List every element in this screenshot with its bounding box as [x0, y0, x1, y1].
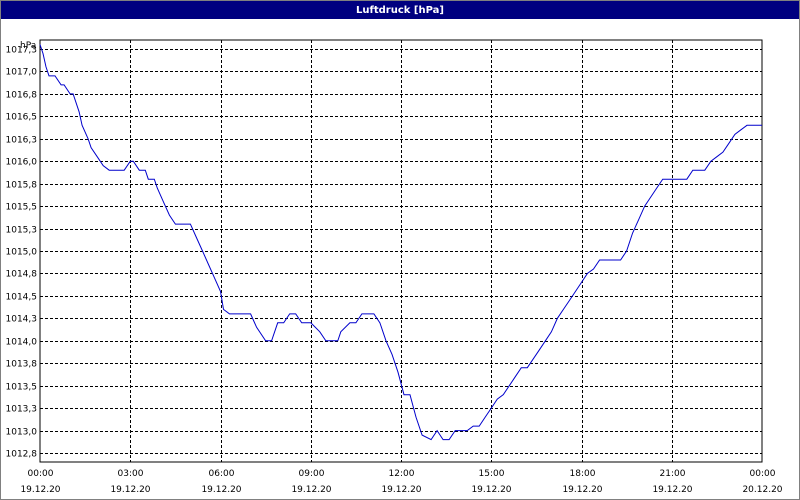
x-tick-time: 09:00 — [299, 469, 325, 479]
x-tick-date: 19.12.20 — [20, 485, 60, 495]
x-tick-date: 19.12.20 — [652, 485, 692, 495]
x-tick-time: 21:00 — [660, 469, 686, 479]
y-tick-label: 1017,3 — [6, 46, 38, 56]
y-tick-label: 1015,8 — [6, 181, 38, 191]
y-tick-label: 1013,8 — [6, 360, 38, 370]
x-tick-date: 19.12.20 — [381, 485, 421, 495]
x-tick-date: 19.12.20 — [110, 485, 150, 495]
x-tick-date: 19.12.20 — [291, 485, 331, 495]
x-tick-time: 00:00 — [28, 469, 54, 479]
y-tick-label: 1016,5 — [6, 113, 38, 123]
y-tick-label: 1013,5 — [6, 383, 38, 393]
y-tick-label: 1012,8 — [6, 450, 38, 460]
x-tick-date: 19.12.20 — [562, 485, 602, 495]
y-tick-label: 1013,3 — [6, 405, 38, 415]
x-tick-time: 15:00 — [479, 469, 505, 479]
x-tick-time: 18:00 — [570, 469, 596, 479]
y-axis-unit: hPa — [20, 41, 36, 51]
y-tick-label: 1014,5 — [6, 293, 38, 303]
x-tick-time: 03:00 — [118, 469, 144, 479]
y-tick-label: 1014,3 — [6, 315, 38, 325]
y-tick-label: 1014,8 — [6, 270, 38, 280]
y-tick-label: 1016,0 — [6, 158, 38, 168]
x-tick-date: 19.12.20 — [201, 485, 241, 495]
x-tick-time: 00:00 — [750, 469, 776, 479]
y-tick-label: 1015,3 — [6, 226, 38, 236]
y-tick-label: 1017,0 — [6, 68, 38, 78]
y-tick-label: 1015,0 — [6, 248, 38, 258]
y-tick-label: 1015,5 — [6, 203, 38, 213]
y-tick-label: 1016,3 — [6, 136, 38, 146]
chart-title: Luftdruck [hPa] — [1, 1, 799, 19]
y-tick-label: 1014,0 — [6, 338, 38, 348]
x-tick-date: 19.12.20 — [471, 485, 511, 495]
x-tick-date: 20.12.20 — [742, 485, 782, 495]
x-tick-time: 06:00 — [209, 469, 235, 479]
x-tick-time: 12:00 — [389, 469, 415, 479]
y-tick-label: 1013,0 — [6, 428, 38, 438]
y-tick-label: 1016,8 — [6, 91, 38, 101]
pressure-series-line — [39, 44, 762, 441]
